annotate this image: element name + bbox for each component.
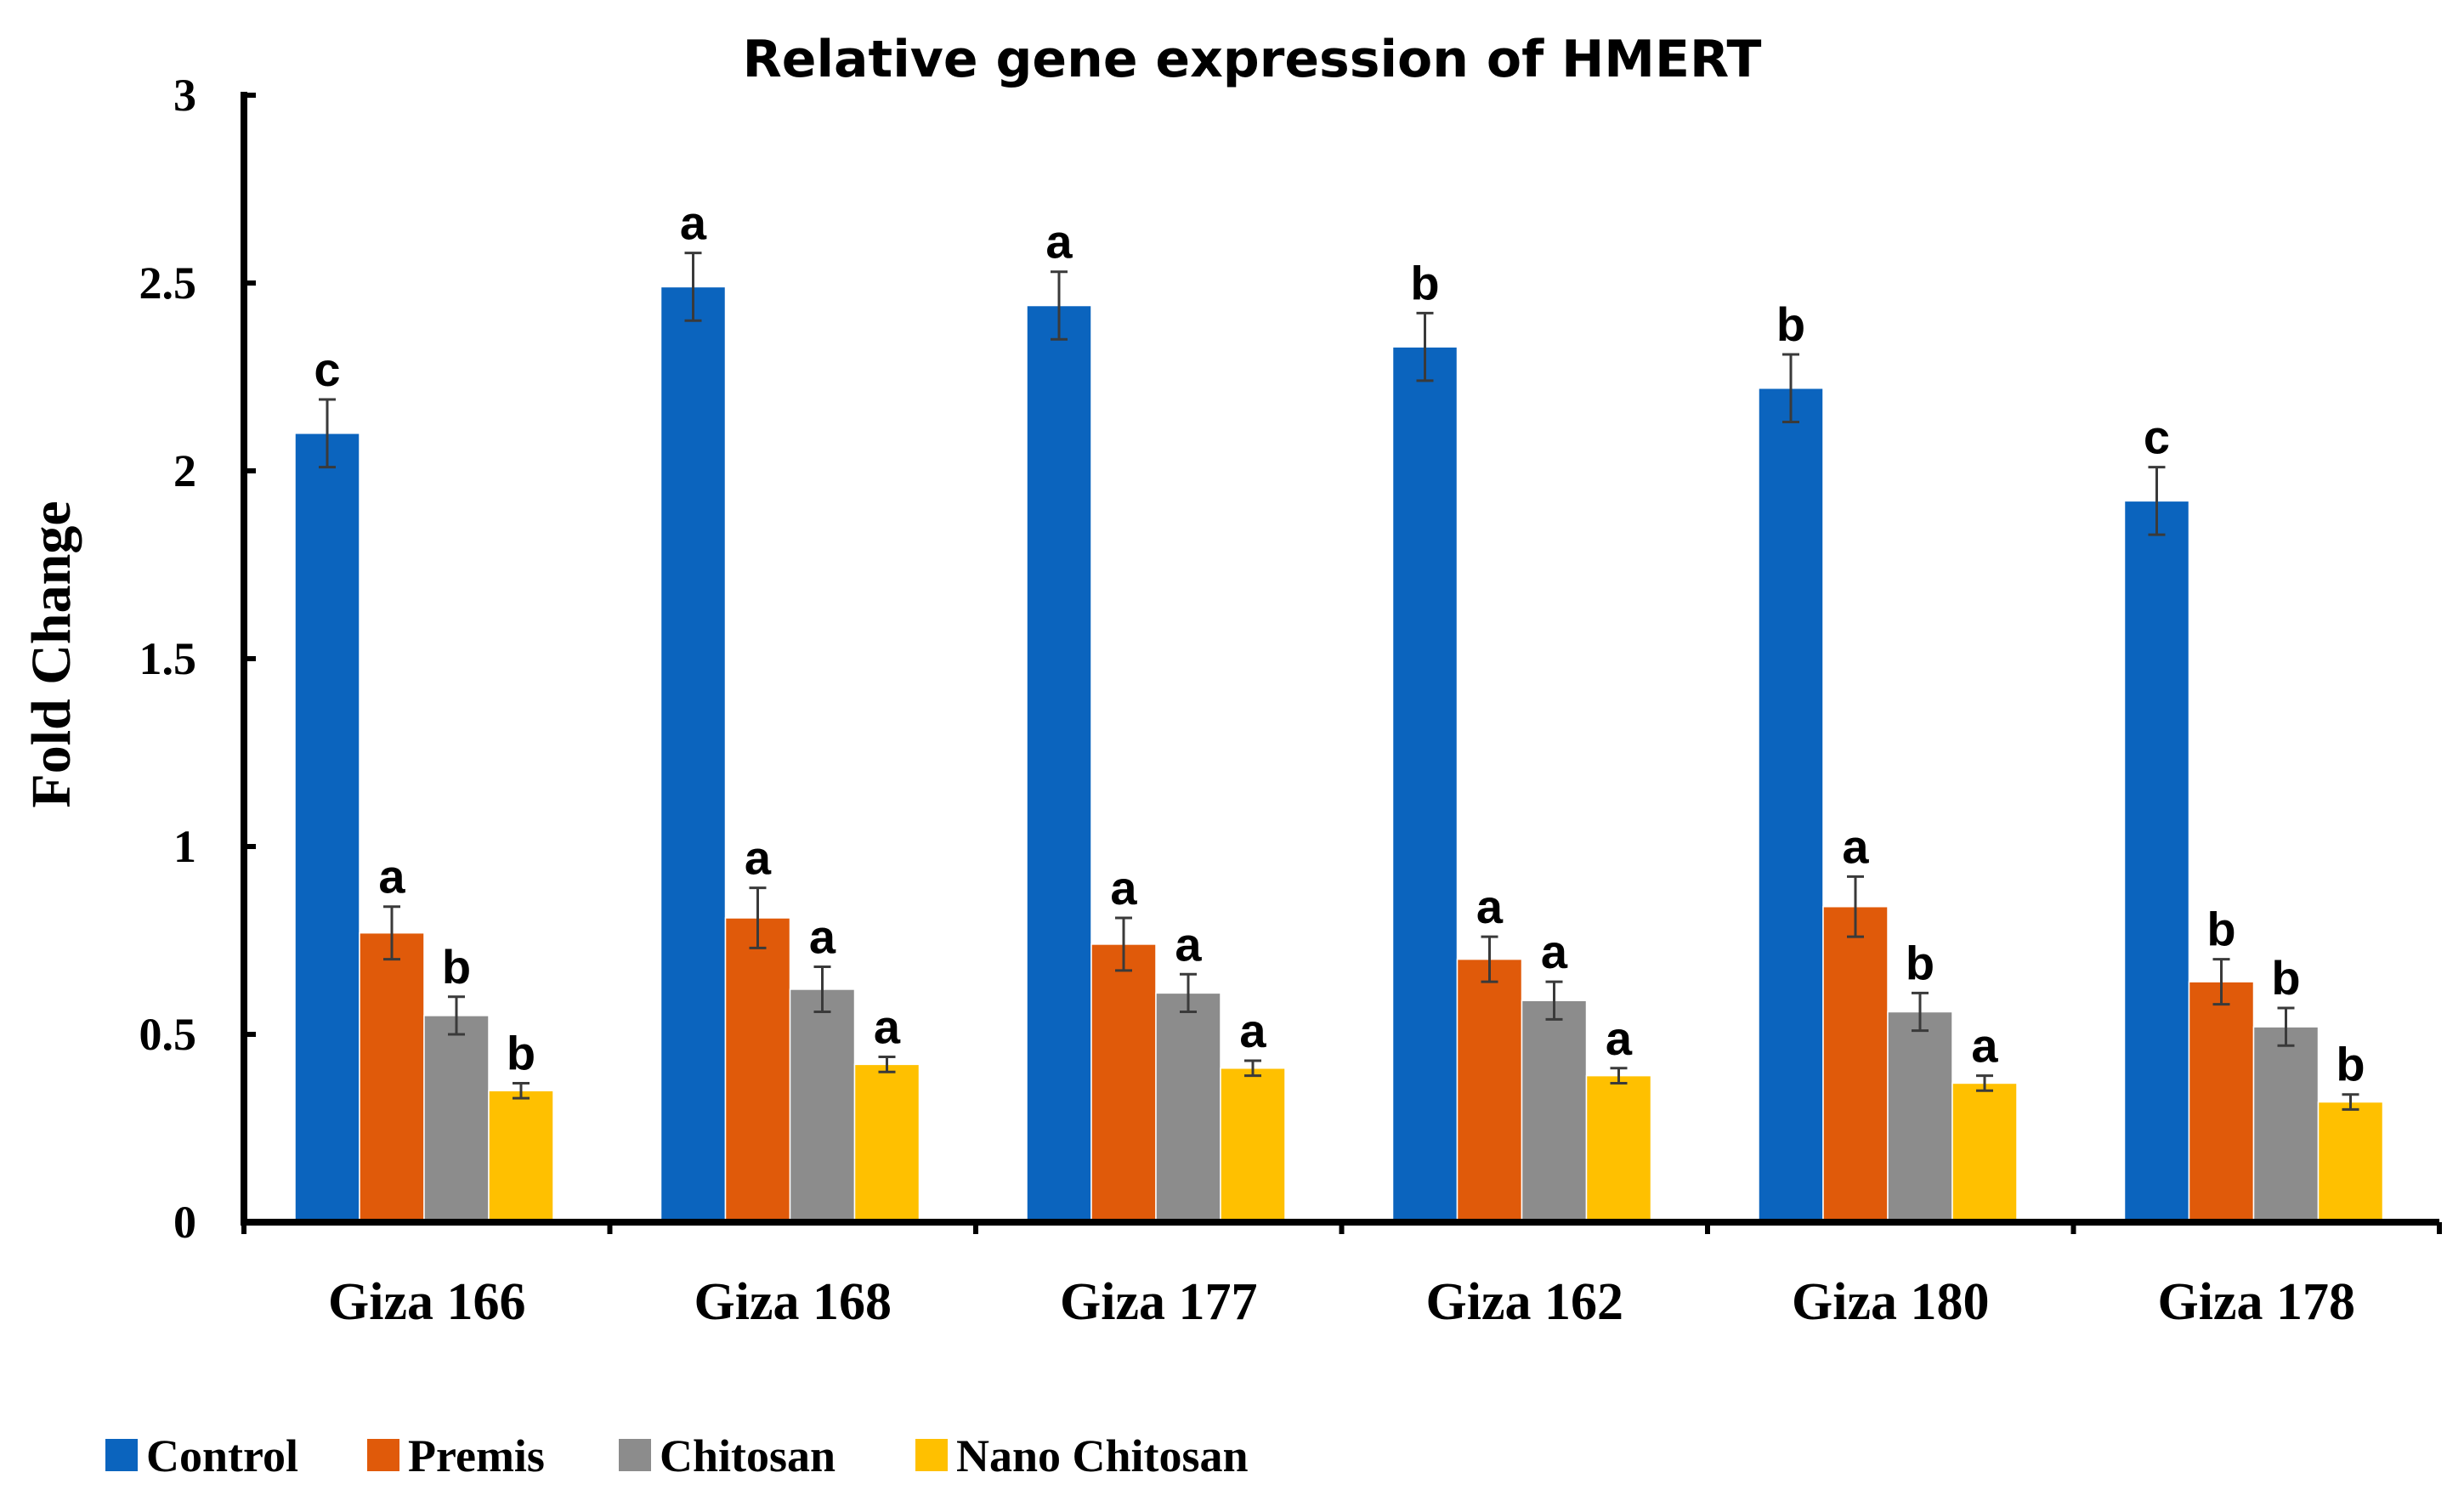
bar-control-giza-180 [1758, 388, 1824, 1223]
bar-premis-giza-168 [724, 917, 791, 1223]
x-tick-label: Giza 177 [1060, 1273, 1257, 1331]
y-tick-label: 0.5 [139, 1009, 197, 1060]
significance-letter: a [1606, 1011, 1633, 1065]
legend-swatch-nano-chitosan [915, 1439, 948, 1471]
bar-premis-giza-178 [2188, 981, 2255, 1223]
significance-letter: b [2336, 1038, 2365, 1091]
significance-letter: b [507, 1026, 535, 1079]
significance-letter: a [680, 196, 707, 250]
significance-letter: b [442, 940, 471, 994]
significance-letter: b [1410, 256, 1439, 309]
y-tick-label: 1 [173, 821, 196, 872]
bar-chitosan-giza-166 [423, 1015, 490, 1223]
significance-letter: a [745, 831, 772, 885]
y-tick-label: 3 [173, 70, 196, 121]
bar-control-giza-162 [1391, 346, 1459, 1223]
bar-chitosan-giza-162 [1521, 1000, 1588, 1223]
legend-swatch-control [105, 1439, 138, 1471]
bar-control-giza-177 [1026, 304, 1092, 1223]
legend-label: Chitosan [660, 1430, 835, 1481]
significance-letter: b [2206, 903, 2235, 956]
x-tick-label: Giza 162 [1426, 1273, 1623, 1331]
bar-premis-giza-177 [1090, 943, 1157, 1223]
legend-label: Premis [408, 1430, 545, 1481]
legend-swatch-chitosan [619, 1439, 651, 1471]
significance-letter: a [1239, 1004, 1266, 1057]
bar-premis-giza-162 [1456, 958, 1523, 1223]
significance-letter: a [1175, 917, 1202, 971]
significance-letter: a [378, 850, 405, 903]
bar-chitosan-giza-168 [789, 988, 856, 1223]
bar-premis-giza-166 [359, 932, 425, 1223]
bar-chitosan-giza-177 [1155, 992, 1221, 1223]
legend-label: Control [146, 1430, 298, 1481]
y-tick-label: 1.5 [139, 633, 197, 684]
y-tick-label: 2.5 [139, 258, 197, 309]
significance-letter: a [1541, 925, 1568, 978]
legend-label: Nano Chitosan [956, 1430, 1249, 1481]
bar-chitosan-giza-178 [2252, 1026, 2320, 1223]
significance-letter: c [2144, 411, 2170, 464]
significance-letter: a [1110, 861, 1137, 915]
bar-control-giza-168 [660, 286, 727, 1223]
significance-letter: b [1906, 936, 1934, 989]
x-tick-label: Giza 178 [2158, 1273, 2355, 1331]
chart-title: Relative gene expression of HMERT [743, 30, 1762, 89]
significance-letter: a [1971, 1019, 1998, 1073]
legend-swatch-premis [367, 1439, 399, 1471]
bar-nano-chitosan-giza-162 [1585, 1074, 1652, 1223]
bar-nano-chitosan-giza-177 [1220, 1067, 1286, 1223]
bar-control-giza-166 [294, 433, 360, 1223]
y-axis-label: Fold Change [20, 501, 82, 807]
significance-letter: a [809, 909, 836, 963]
significance-letter: a [1045, 215, 1073, 269]
x-tick-label: Giza 168 [694, 1273, 892, 1331]
significance-letter: b [1776, 297, 1805, 351]
x-tick-label: Giza 166 [328, 1273, 525, 1331]
y-tick-label: 0 [173, 1197, 196, 1248]
significance-letter: c [314, 343, 340, 396]
significance-letter: b [2271, 951, 2300, 1005]
bar-nano-chitosan-giza-178 [2317, 1101, 2384, 1223]
significance-letter: a [874, 1000, 901, 1054]
bar-control-giza-178 [2123, 500, 2190, 1223]
bar-nano-chitosan-giza-166 [488, 1090, 554, 1223]
bar-nano-chitosan-giza-180 [1951, 1082, 2018, 1223]
bar-nano-chitosan-giza-168 [853, 1063, 920, 1223]
x-tick-label: Giza 180 [1792, 1273, 1989, 1331]
legend: Control Premis Chitosan Nano Chitosan [105, 1430, 1249, 1481]
significance-letter: a [1476, 880, 1504, 933]
bar-premis-giza-180 [1822, 905, 1889, 1223]
y-tick-label: 2 [173, 445, 196, 496]
bar-chitosan-giza-180 [1887, 1011, 1953, 1223]
significance-letter: a [1842, 819, 1869, 873]
